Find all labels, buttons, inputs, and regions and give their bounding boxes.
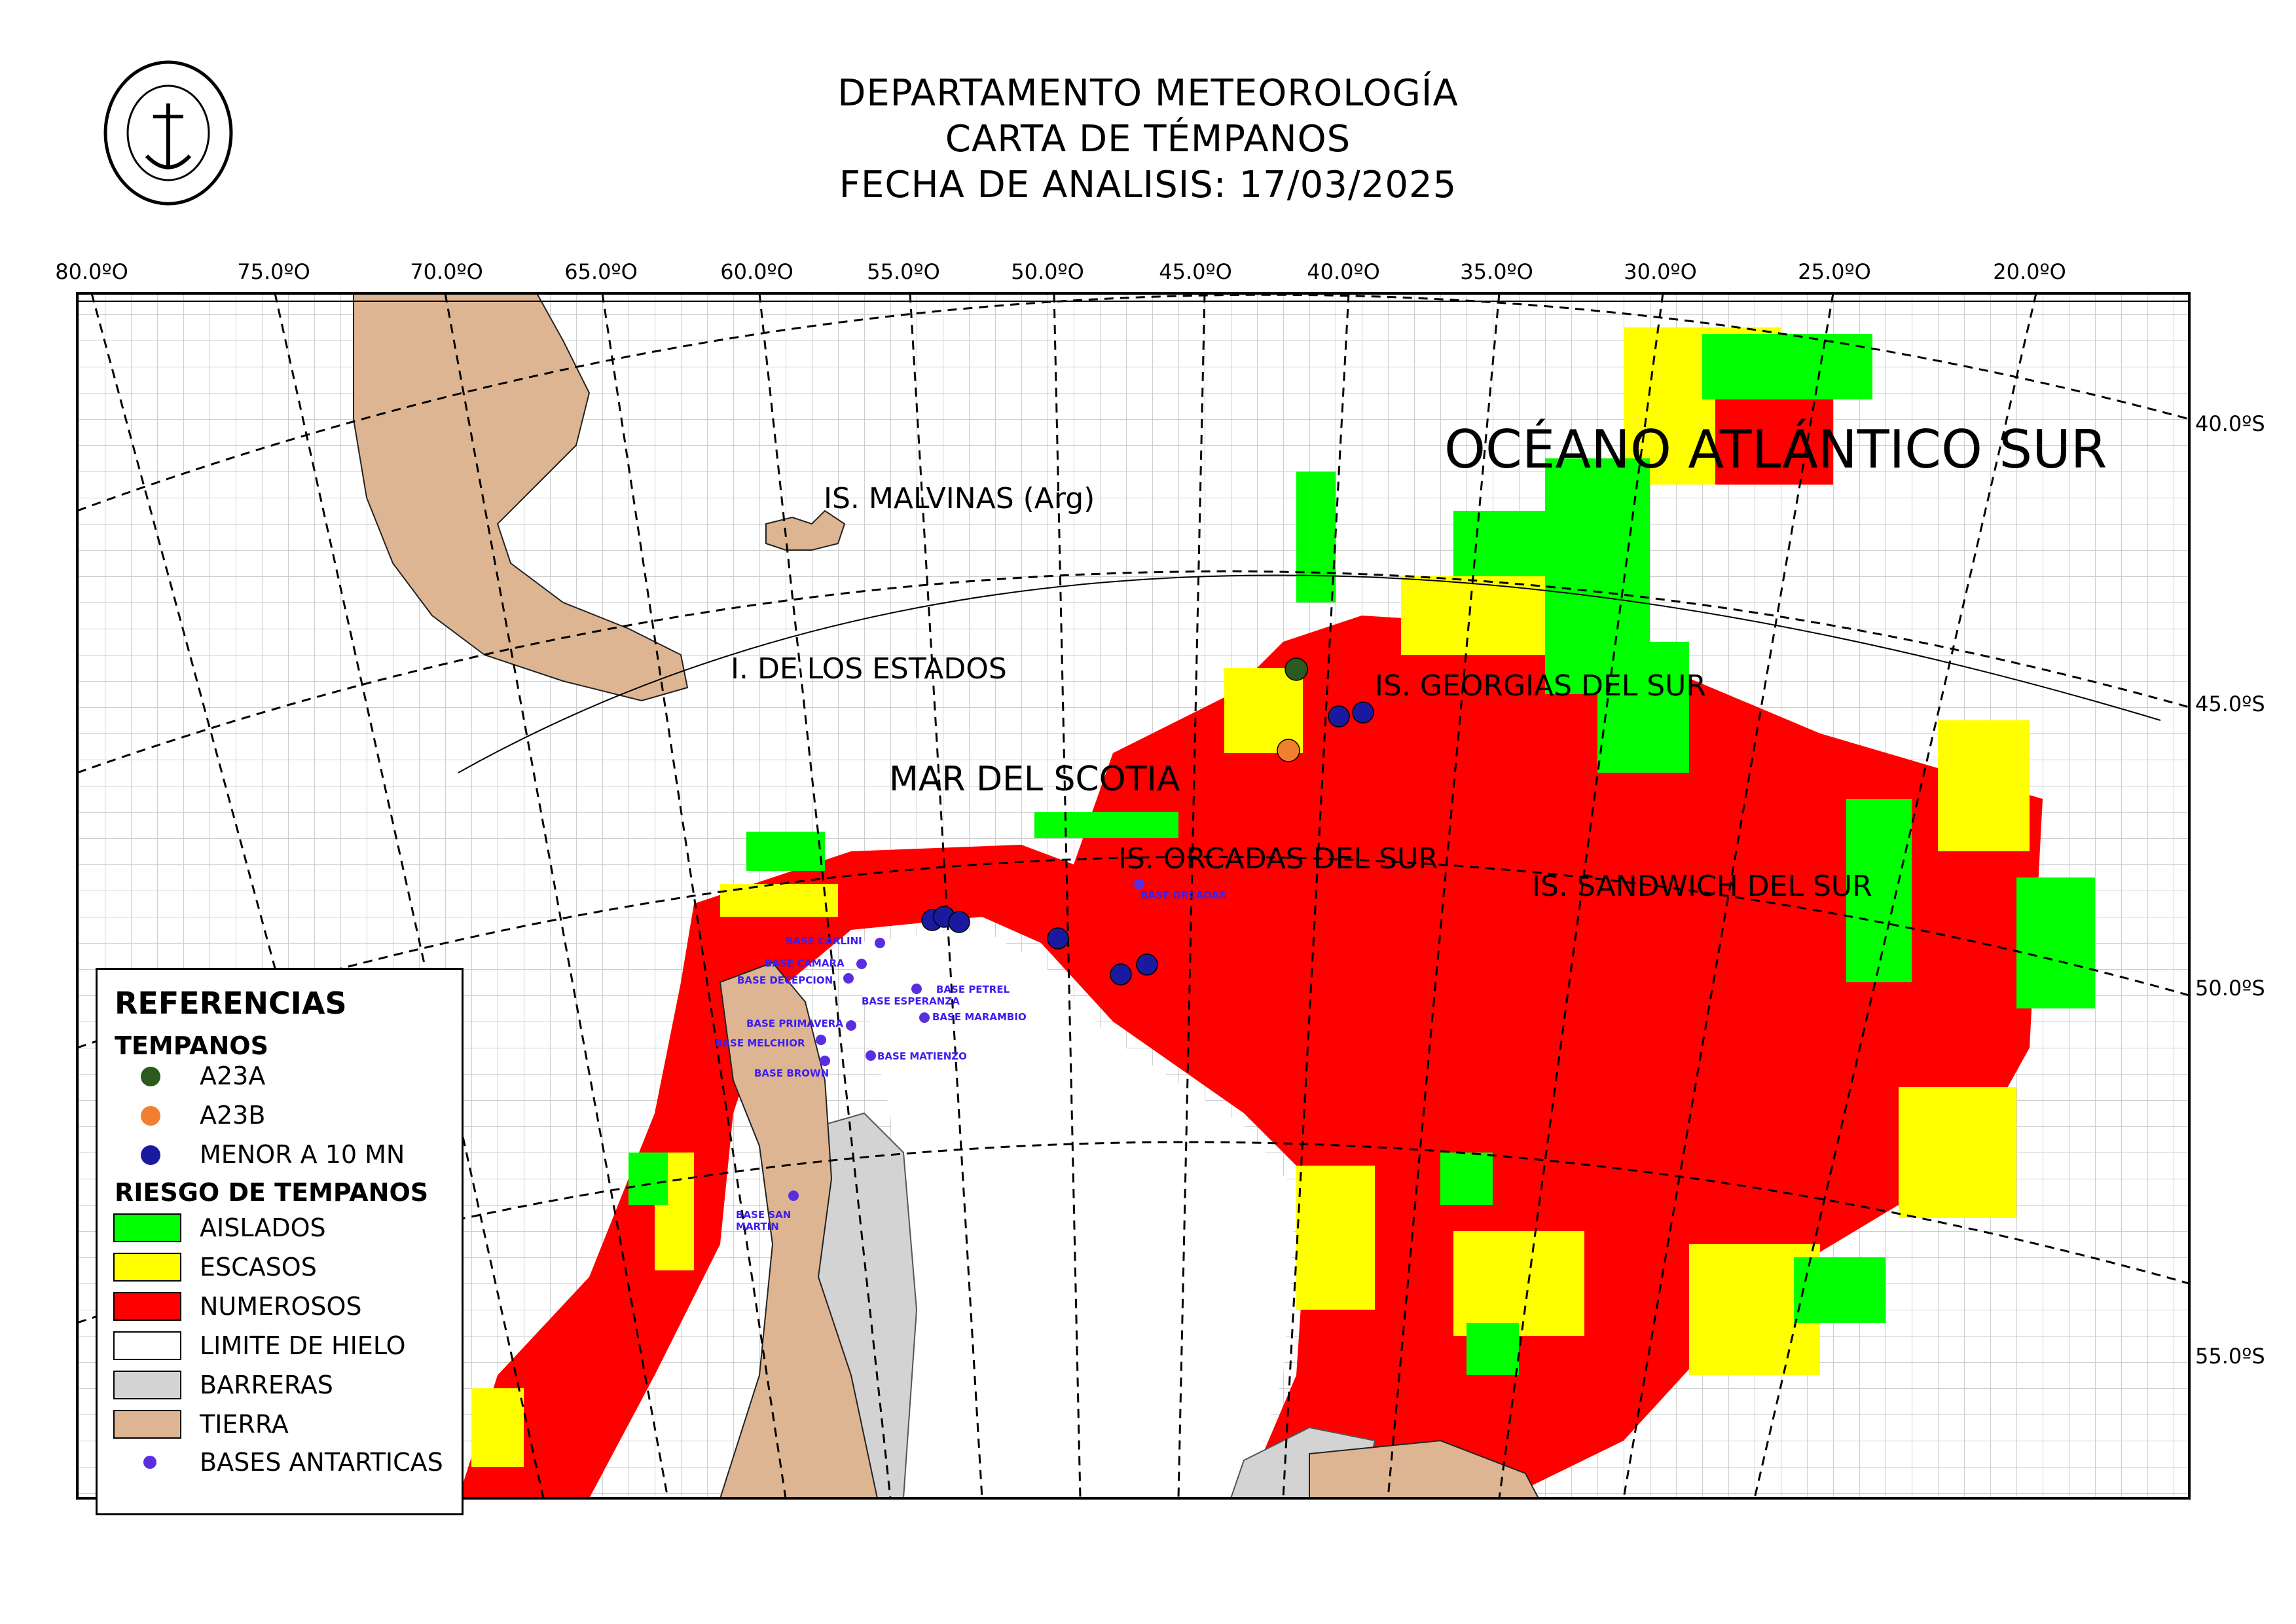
lon-label: 60.0ºO	[720, 259, 793, 284]
lon-label: 70.0ºO	[410, 259, 483, 284]
lon-label: 40.0ºO	[1307, 259, 1380, 284]
legend-bases: BASES ANTARTICAS	[200, 1448, 443, 1477]
legend-panel: REFERENCIAS TEMPANOS A23A A23B MENOR A 1…	[96, 968, 464, 1515]
aislados-swatch	[113, 1213, 181, 1242]
legend-escasos: ESCASOS	[200, 1253, 317, 1282]
sandwich-label: IS. SANDWICH DEL SUR	[1532, 870, 1872, 903]
menor-dot-icon	[141, 1145, 160, 1165]
aislados-patches	[629, 334, 2095, 1375]
frame-ticks	[77, 293, 2190, 302]
lon-label: 55.0ºO	[867, 259, 940, 284]
header-chart-title: CARTA DE TÉMPANOS	[945, 118, 1351, 160]
lon-label: 30.0ºO	[1624, 259, 1697, 284]
malvinas-islands	[765, 509, 846, 551]
lon-label: 35.0ºO	[1460, 259, 1533, 284]
lon-label: 45.0ºO	[1159, 259, 1232, 284]
base-label: BASE MATIENZO	[877, 1050, 967, 1062]
base-label: BASE PETREL	[936, 984, 1010, 995]
lat-label: 55.0ºS	[2195, 1344, 2265, 1369]
legend-aislados: AISLADOS	[200, 1213, 326, 1242]
base-label: BASE CAMARA	[765, 957, 845, 969]
base-label: BASE BROWN	[754, 1067, 829, 1079]
lat-label: 40.0ºS	[2195, 411, 2265, 436]
base-label: BASE CARLINI	[786, 935, 862, 947]
base-label: BASE MARAMBIO	[932, 1011, 1027, 1023]
base-label: BASE ORCADAS	[1140, 889, 1227, 901]
georgias-label: IS. GEORGIAS DEL SUR	[1375, 669, 1706, 703]
legend-menor: MENOR A 10 MN	[200, 1140, 405, 1169]
small-icebergs	[921, 701, 1374, 986]
hydrography-seal	[101, 58, 236, 208]
ice-limit-zone	[851, 930, 1296, 1498]
barreras-swatch	[113, 1371, 181, 1399]
base-label: BASE DECEPCION	[737, 974, 833, 986]
a23b-iceberg	[1277, 739, 1300, 762]
header-department: DEPARTAMENTO METEOROLOGÍA	[837, 72, 1459, 115]
malvinas-label: IS. MALVINAS (Arg)	[824, 482, 1095, 515]
legend-limite: LIMITE DE HIELO	[200, 1331, 406, 1360]
antarctic-peninsula	[719, 961, 879, 1498]
legend-numerosos: NUMEROSOS	[200, 1292, 362, 1321]
bases-dot-icon	[143, 1456, 156, 1469]
base-label: BASE SAN MARTIN	[736, 1209, 792, 1232]
lon-label: 65.0ºO	[564, 259, 638, 284]
legend-tempanos-title: TEMPANOS	[115, 1031, 268, 1060]
antarctic-bases	[788, 879, 1144, 1201]
lat-label: 45.0ºS	[2195, 692, 2265, 716]
legend-a23a: A23A	[200, 1061, 266, 1090]
base-label: BASE ESPERANZA	[862, 995, 960, 1007]
legend-barreras: BARRERAS	[200, 1371, 333, 1399]
estados-label: I. DE LOS ESTADOS	[731, 652, 1007, 686]
scotia-label: MAR DEL SCOTIA	[889, 760, 1180, 799]
numerosos-zone	[458, 616, 2043, 1498]
legend-riesgo-title: RIESGO DE TEMPANOS	[115, 1178, 429, 1207]
escasos-swatch	[113, 1253, 181, 1282]
ocean-label: OCÉANO ATLÁNTICO SUR	[1444, 419, 2107, 480]
a23b-dot-icon	[141, 1106, 160, 1126]
tierra-swatch	[113, 1410, 181, 1439]
legend-tierra: TIERRA	[200, 1410, 289, 1439]
lat-label: 50.0ºS	[2195, 976, 2265, 1001]
legend-a23b: A23B	[200, 1101, 266, 1130]
header-analysis-date: FECHA DE ANALISIS: 17/03/2025	[839, 164, 1457, 206]
lon-label: 75.0ºO	[237, 259, 310, 284]
base-label: BASE MELCHIOR	[715, 1037, 805, 1049]
lon-label: 20.0ºO	[1993, 259, 2066, 284]
legend-title: REFERENCIAS	[115, 986, 347, 1021]
lon-label: 25.0ºO	[1798, 259, 1871, 284]
a23a-dot-icon	[141, 1067, 160, 1086]
numerosos-swatch	[113, 1292, 181, 1321]
lon-label: 50.0ºO	[1011, 259, 1084, 284]
orcadas-label: IS. ORCADAS DEL SUR	[1118, 842, 1438, 876]
lon-label: 80.0ºO	[55, 259, 128, 284]
a23a-iceberg	[1285, 657, 1308, 681]
base-label: BASE PRIMAVERA	[746, 1018, 843, 1029]
limite-swatch	[113, 1331, 181, 1360]
seal-icon	[103, 60, 233, 206]
